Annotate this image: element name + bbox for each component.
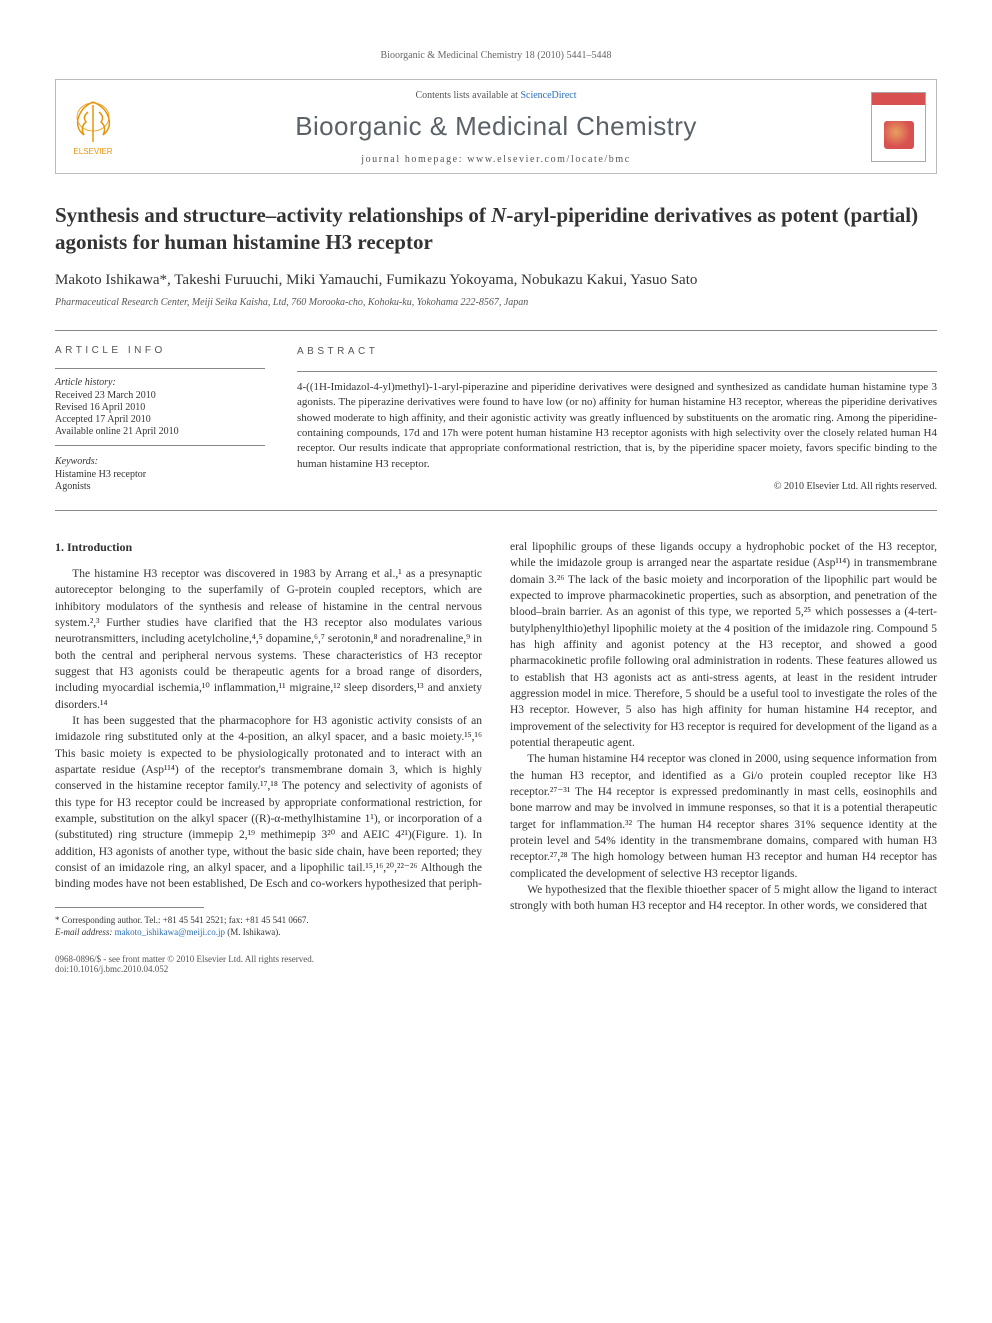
corresponding-author-footnote: * Corresponding author. Tel.: +81 45 541… xyxy=(55,914,482,938)
email-label: E-mail address: xyxy=(55,927,115,937)
email-suffix: (M. Ishikawa). xyxy=(225,927,281,937)
footer-doi: doi:10.1016/j.bmc.2010.04.052 xyxy=(55,964,314,974)
running-header: Bioorganic & Medicinal Chemistry 18 (201… xyxy=(55,50,937,61)
article-info-sidebar: ARTICLE INFO Article history: Received 2… xyxy=(55,345,265,494)
history-revised: Revised 16 April 2010 xyxy=(55,402,265,413)
keywords-label: Keywords: xyxy=(55,456,265,467)
article-title: Synthesis and structure–activity relatio… xyxy=(55,202,937,256)
abstract-block: ABSTRACT 4-((1H-Imidazol-4-yl)methyl)-1-… xyxy=(297,345,937,494)
publisher-logo-cell: ELSEVIER xyxy=(56,80,131,173)
history-accepted: Accepted 17 April 2010 xyxy=(55,414,265,425)
corresponding-email-link[interactable]: makoto_ishikawa@meiji.co.jp xyxy=(115,927,225,937)
article-body: 1. Introduction The histamine H3 recepto… xyxy=(55,539,937,938)
body-para-3: eral lipophilic groups of these ligands … xyxy=(510,539,937,751)
body-para-2: It has been suggested that the pharmacop… xyxy=(55,713,482,893)
homepage-url: www.elsevier.com/locate/bmc xyxy=(467,154,631,165)
info-divider-2 xyxy=(55,445,265,446)
sciencedirect-link[interactable]: ScienceDirect xyxy=(520,90,576,101)
homepage-prefix: journal homepage: xyxy=(361,154,467,165)
footnote-separator xyxy=(55,907,204,908)
elsevier-tree-icon: ELSEVIER xyxy=(66,97,121,157)
body-para-5: We hypothesized that the flexible thioet… xyxy=(510,882,937,915)
journal-name: Bioorganic & Medicinal Chemistry xyxy=(131,111,861,142)
article-history-label: Article history: xyxy=(55,377,265,388)
footnote-corr-line: * Corresponding author. Tel.: +81 45 541… xyxy=(55,914,482,926)
abstract-text: 4-((1H-Imidazol-4-yl)methyl)-1-aryl-pipe… xyxy=(297,380,937,472)
body-para-4: The human histamine H4 receptor was clon… xyxy=(510,751,937,882)
section-1-heading: 1. Introduction xyxy=(55,539,482,556)
copyright-line: © 2010 Elsevier Ltd. All rights reserved… xyxy=(297,480,937,494)
abstract-heading: ABSTRACT xyxy=(297,345,937,359)
journal-masthead: ELSEVIER Contents lists available at Sci… xyxy=(55,79,937,174)
journal-cover-thumbnail xyxy=(871,92,926,162)
contents-prefix-text: Contents lists available at xyxy=(415,90,520,101)
body-para-1: The histamine H3 receptor was discovered… xyxy=(55,566,482,713)
history-online: Available online 21 April 2010 xyxy=(55,426,265,437)
footnote-email-line: E-mail address: makoto_ishikawa@meiji.co… xyxy=(55,926,482,938)
article-info-heading: ARTICLE INFO xyxy=(55,345,265,356)
contents-available-line: Contents lists available at ScienceDirec… xyxy=(131,90,861,101)
keyword-2: Agonists xyxy=(55,481,265,492)
affiliation: Pharmaceutical Research Center, Meiji Se… xyxy=(55,297,937,308)
info-abstract-block: ARTICLE INFO Article history: Received 2… xyxy=(55,330,937,511)
cover-thumbnail-cell xyxy=(861,80,936,173)
keyword-1: Histamine H3 receptor xyxy=(55,469,265,480)
elsevier-label: ELSEVIER xyxy=(73,147,112,156)
info-divider xyxy=(55,368,265,369)
author-list: Makoto Ishikawa*, Takeshi Furuuchi, Miki… xyxy=(55,272,937,289)
history-received: Received 23 March 2010 xyxy=(55,390,265,401)
page-footer: 0968-0896/$ - see front matter © 2010 El… xyxy=(55,954,937,974)
journal-homepage-line: journal homepage: www.elsevier.com/locat… xyxy=(131,154,861,165)
footer-front-matter: 0968-0896/$ - see front matter © 2010 El… xyxy=(55,954,314,964)
abstract-divider xyxy=(297,371,937,372)
